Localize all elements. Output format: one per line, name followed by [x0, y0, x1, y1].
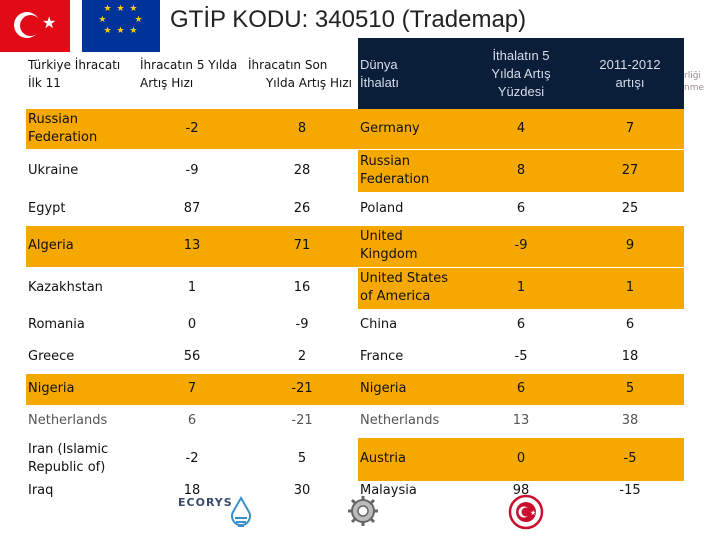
import-5yr-value: -9: [466, 225, 576, 267]
table-row: Iran (Islamic Republic of) -2 5 Austria …: [26, 437, 684, 481]
gear-logo-icon: [348, 496, 378, 526]
import-country: United States of America: [358, 267, 466, 309]
export-5yr-value: 18: [183, 482, 201, 498]
export-5yr-value: 6: [187, 413, 197, 428]
ministry-seal-icon: ★: [508, 494, 544, 530]
import-2011-2012-value: 25: [621, 200, 639, 216]
table-row: Egypt 87 26 Poland 6 25: [26, 192, 684, 225]
table-row: Netherlands 6 -21 Netherlands 13 38: [26, 405, 684, 437]
table-row: Nigeria 7 -21 Nigeria 6 5: [26, 373, 684, 405]
header-world-imports: Dünya İthalatı: [358, 38, 466, 109]
import-country: Netherlands: [360, 413, 440, 428]
import-2011-2012-value: 18: [621, 349, 639, 364]
export-country: Russian Federation: [26, 109, 138, 149]
import-country: France: [360, 349, 404, 364]
import-5yr-value: 4: [466, 109, 576, 149]
import-2011-2012-value: -15: [619, 482, 641, 498]
import-5yr-value: 98: [512, 482, 530, 498]
header-export-5yr-growth: İhracatın 5 Yılda Artış Hızı: [140, 57, 238, 90]
export-country: Iran (Islamic Republic of): [28, 442, 109, 475]
import-5yr-value: 6: [466, 373, 576, 405]
export-last-year-value: -21: [246, 373, 358, 405]
table-row: Ukraine -9 28 Russian Federation 8 27: [26, 149, 684, 192]
export-country: Nigeria: [26, 373, 138, 405]
import-5yr-value: -5: [514, 349, 528, 364]
page-title: GTİP KODU: 340510 (Trademap): [170, 6, 527, 33]
export-country: Algeria: [26, 225, 138, 267]
import-5yr-value: 1: [466, 267, 576, 309]
export-last-year-value: 26: [293, 200, 311, 216]
export-last-year-value: 16: [293, 280, 311, 295]
export-last-year-value: 71: [246, 225, 358, 267]
export-last-year-value: 8: [246, 109, 358, 149]
export-last-year-value: -9: [295, 317, 309, 332]
import-2011-2012-value: 6: [625, 317, 635, 332]
background-side-text: rliği nme: [684, 71, 705, 93]
import-country: Nigeria: [358, 373, 466, 405]
export-5yr-value: -2: [138, 109, 246, 149]
export-5yr-value: 87: [183, 200, 201, 216]
svg-text:★: ★: [530, 509, 536, 517]
export-last-year-value: 5: [297, 451, 307, 466]
import-2011-2012-value: 27: [576, 149, 684, 192]
export-country: Romania: [28, 317, 85, 332]
import-country: China: [360, 317, 398, 332]
table-row: Russian Federation -2 8 Germany 4 7: [26, 109, 684, 149]
export-country: Kazakhstan: [28, 280, 103, 295]
export-5yr-value: 7: [138, 373, 246, 405]
export-country: Egypt: [28, 200, 66, 216]
table-header-row: Türkiye İhracatı İlk 11 İhracatın 5 Yılda…: [26, 38, 684, 109]
export-country: Greece: [28, 349, 75, 364]
import-2011-2012-value: 38: [621, 413, 639, 428]
import-2011-2012-value: -5: [576, 437, 684, 481]
export-5yr-value: 13: [138, 225, 246, 267]
header-import-5yr-growth: İthalatın 5 Yılda Artış Yüzdesi: [466, 38, 576, 109]
import-5yr-value: 8: [466, 149, 576, 192]
import-2011-2012-value: 5: [576, 373, 684, 405]
eu-flag: ★ ★ ★ ★ ★ ★ ★ ★: [82, 0, 160, 52]
import-country: Austria: [358, 437, 466, 481]
import-5yr-value: 6: [516, 317, 526, 332]
import-5yr-value: 6: [516, 200, 526, 216]
import-5yr-value: 13: [512, 413, 530, 428]
import-2011-2012-value: 7: [576, 109, 684, 149]
export-5yr-value: 1: [187, 280, 197, 295]
export-import-table: Türkiye İhracatı İlk 11 İhracatın 5 Yılda…: [26, 38, 684, 504]
drop-logo-icon: [231, 496, 251, 527]
export-country: Iraq: [28, 482, 54, 498]
import-country: Poland: [360, 200, 404, 216]
import-country: Russian Federation: [358, 149, 466, 192]
export-5yr-value: -2: [185, 451, 199, 466]
export-country: Netherlands: [28, 413, 108, 428]
export-last-year-value: -21: [291, 413, 313, 428]
import-country: Germany: [358, 109, 466, 149]
export-country: Ukraine: [28, 162, 79, 178]
export-5yr-value: -9: [185, 162, 199, 178]
header-export-top11: Türkiye İhracatı İlk 11: [28, 57, 121, 90]
import-5yr-value: 0: [466, 437, 576, 481]
import-country: Malaysia: [360, 482, 417, 498]
table-row: Algeria 13 71 United Kingdom -9 9: [26, 225, 684, 267]
import-2011-2012-value: 1: [576, 267, 684, 309]
ecorys-logo: ECORYS: [178, 496, 233, 509]
export-last-year-value: 2: [297, 349, 307, 364]
export-5yr-value: 0: [187, 317, 197, 332]
export-last-year-value: 28: [293, 162, 311, 178]
import-2011-2012-value: 9: [576, 225, 684, 267]
turkey-flag: ★: [0, 0, 70, 52]
header-2011-2012-growth: 2011-2012 artışı: [576, 38, 684, 109]
table-row: Romania 0 -9 China 6 6: [26, 309, 684, 341]
table-row: Kazakhstan 1 16 United States of America…: [26, 267, 684, 309]
export-5yr-value: 56: [183, 349, 201, 364]
export-last-year-value: 30: [293, 482, 311, 498]
header-export-last-year-growth: İhracatın Son Yılda Artış Hızı: [248, 57, 352, 90]
table-row: Greece 56 2 France -5 18: [26, 341, 684, 373]
import-country: United Kingdom: [358, 225, 466, 267]
